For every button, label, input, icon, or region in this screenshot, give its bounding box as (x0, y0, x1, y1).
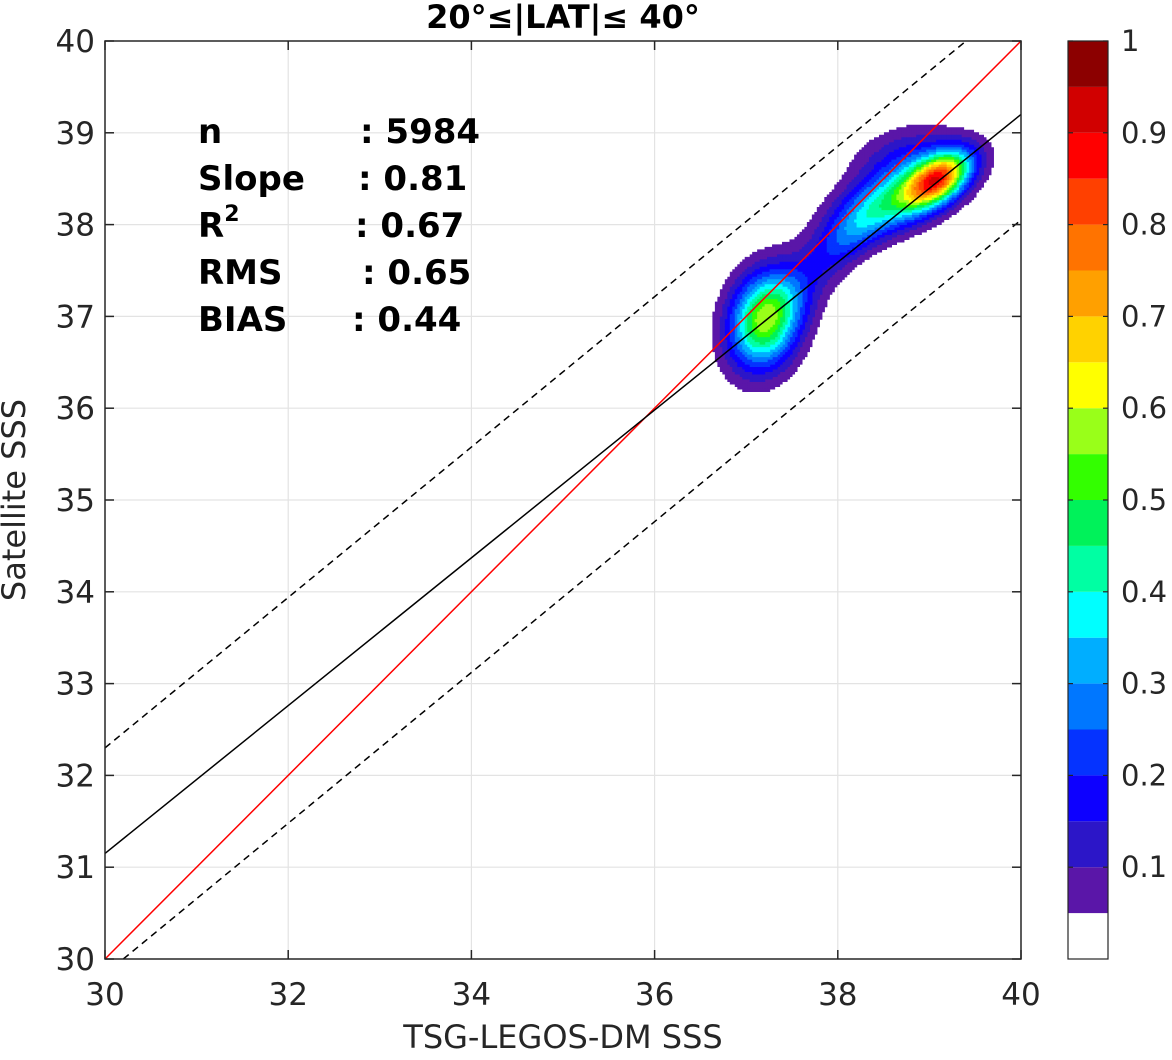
stat-label: RMS (198, 253, 283, 293)
regression-fit-line (105, 113, 1021, 855)
colorbar-swatch (1068, 86, 1108, 133)
y-tick-label: 34 (56, 575, 95, 611)
y-tick-label: 36 (56, 391, 95, 427)
colorbar-swatch (1068, 41, 1108, 87)
colorbar-swatch (1068, 545, 1108, 592)
colorbar-swatch (1068, 178, 1108, 225)
density-contours (712, 124, 994, 392)
y-tick-label: 32 (56, 758, 95, 794)
colorbar-tick-label: 0.8 (1121, 208, 1167, 242)
colorbar-swatch (1068, 454, 1108, 500)
colorbar-tick-label: 0.6 (1121, 391, 1167, 425)
colorbar-swatch (1068, 316, 1108, 363)
colorbar-swatch (1068, 224, 1108, 271)
colorbar-tick-label: 1 (1121, 24, 1139, 58)
stat-value: : 5984 (360, 112, 480, 152)
y-tick-label: 33 (56, 667, 95, 703)
stat-label-superscript: 2 (224, 202, 239, 227)
colorbar-tick-label: 0.9 (1121, 116, 1167, 150)
colorbar-swatch (1068, 637, 1108, 684)
x-tick-label: 32 (268, 977, 307, 1013)
colorbar-swatch (1068, 270, 1108, 317)
stat-value: : 0.65 (362, 253, 471, 293)
y-tick-label: 31 (56, 850, 95, 886)
chart-title: 20°≤|LAT|≤ 40° (426, 0, 700, 37)
y-tick-label: 38 (56, 208, 95, 244)
x-tick-label: 34 (452, 977, 491, 1013)
colorbar-tick-label: 0.4 (1121, 575, 1167, 609)
axis-ticks: 30 32 34 36 38 40 30 31 32 33 34 35 36 37 38 39 40 (56, 24, 1041, 1013)
stat-label: Slope (198, 159, 305, 199)
colorbar-swatch (1068, 591, 1108, 638)
one-to-one-line (105, 41, 1021, 959)
stat-value: : 0.44 (352, 300, 461, 340)
colorbar-tick-label: 0.5 (1121, 483, 1167, 517)
x-tick-label: 30 (85, 977, 124, 1013)
y-tick-label: 39 (56, 116, 95, 152)
y-tick-label: 37 (56, 299, 95, 335)
x-tick-label: 36 (635, 977, 674, 1013)
stat-value: : 0.81 (358, 159, 467, 199)
colorbar-swatch (1068, 408, 1108, 455)
y-axis-label: Satellite SSS (0, 399, 33, 601)
stat-label: R2 (198, 202, 240, 246)
colorbar-tick-label: 0.3 (1121, 667, 1167, 701)
colorbar-tick-label: 0.7 (1121, 299, 1167, 333)
colorbar-swatch (1068, 500, 1108, 546)
x-axis-label: TSG-LEGOS-DM SSS (402, 1018, 722, 1055)
upper-envelope-line (105, 41, 967, 749)
colorbar-swatch (1068, 821, 1108, 868)
y-tick-label: 30 (56, 942, 95, 978)
lower-envelope-line (122, 219, 1021, 959)
colorbar-swatch (1068, 683, 1108, 730)
stats-box: n : 5984 Slope : 0.81 R2 : 0.67 RMS : 0.65 BIAS:… (198, 112, 480, 340)
x-tick-label: 40 (1001, 977, 1040, 1013)
colorbar-swatch (1068, 775, 1108, 822)
grid-lines (105, 41, 1021, 959)
stat-value: : 0.67 (355, 206, 464, 246)
x-tick-label: 38 (818, 977, 857, 1013)
colorbar-swatch (1068, 362, 1108, 409)
y-tick-label: 35 (56, 483, 95, 519)
colorbar-swatch (1068, 913, 1108, 959)
colorbar-swatch (1068, 729, 1108, 776)
stat-label: n (198, 112, 222, 152)
reference-lines (105, 41, 1021, 959)
colorbar: 0.1 0.2 0.3 0.4 0.5 0.6 0.7 0.8 0.9 1 (1067, 24, 1167, 960)
colorbar-swatch (1068, 132, 1108, 179)
y-tick-label: 40 (56, 24, 95, 60)
colorbar-swatch (1068, 867, 1108, 914)
colorbar-tick-label: 0.1 (1121, 850, 1167, 884)
stat-label: BIAS (198, 300, 287, 340)
colorbar-tick-label: 0.2 (1121, 758, 1167, 792)
